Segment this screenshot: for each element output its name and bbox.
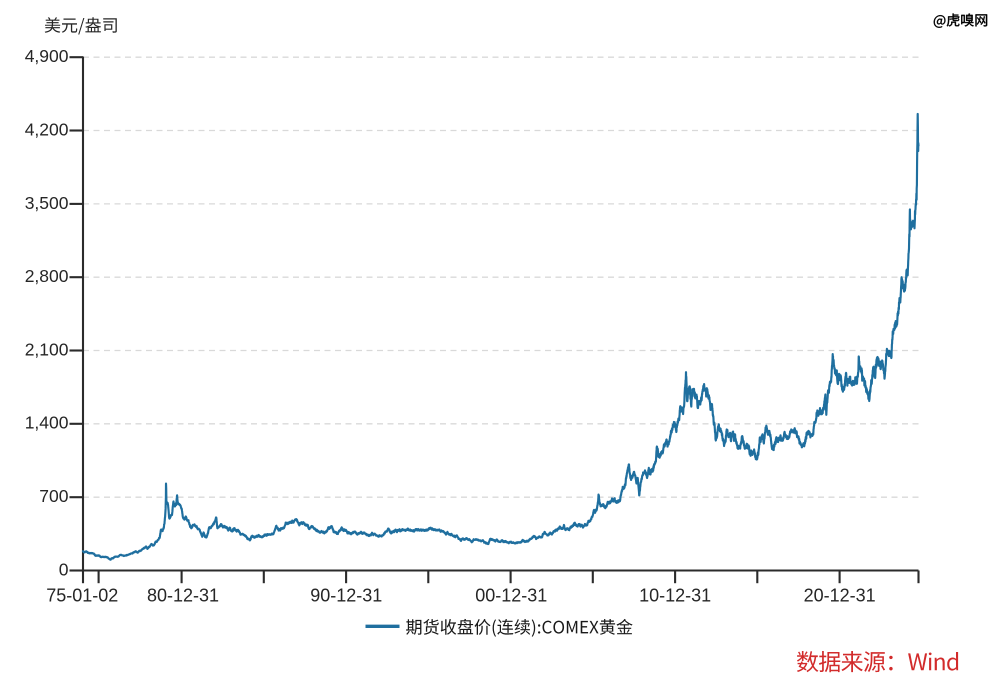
svg-text:20-12-31: 20-12-31 xyxy=(804,586,876,606)
svg-text:4,200: 4,200 xyxy=(25,119,69,139)
svg-text:10-12-31: 10-12-31 xyxy=(639,586,711,606)
svg-text:00-12-31: 00-12-31 xyxy=(475,586,547,606)
svg-text:2,100: 2,100 xyxy=(25,339,69,359)
svg-text:4,900: 4,900 xyxy=(25,46,69,66)
svg-text:2,800: 2,800 xyxy=(25,266,69,286)
svg-text:3,500: 3,500 xyxy=(25,193,69,213)
svg-text:90-12-31: 90-12-31 xyxy=(310,586,382,606)
svg-text:80-12-31: 80-12-31 xyxy=(147,586,219,606)
svg-text:700: 700 xyxy=(39,486,68,506)
svg-text:1,400: 1,400 xyxy=(25,413,69,433)
svg-text:0: 0 xyxy=(59,559,69,579)
svg-text:75-01-02: 75-01-02 xyxy=(46,586,118,606)
